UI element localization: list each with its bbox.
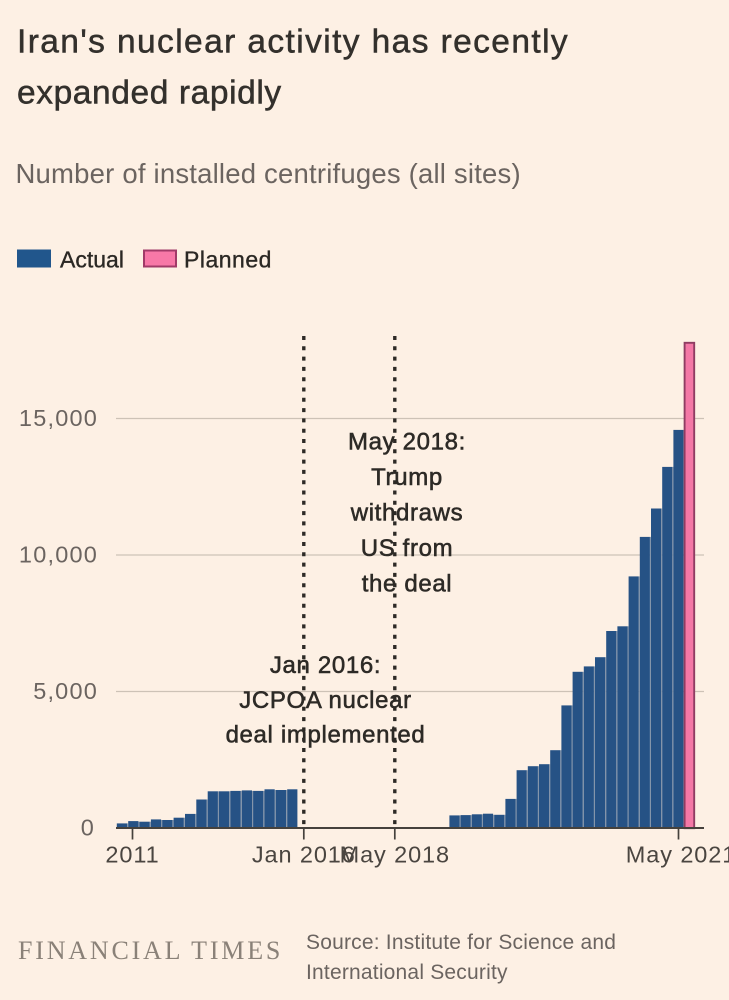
svg-text:Planned: Planned (184, 247, 272, 273)
svg-text:0: 0 (81, 815, 95, 841)
svg-text:Trump: Trump (371, 464, 443, 491)
svg-text:deal implemented: deal implemented (226, 722, 426, 749)
svg-text:withdraws: withdraws (350, 500, 464, 527)
svg-text:Iran's nuclear activity has re: Iran's nuclear activity has recently (17, 24, 569, 61)
svg-text:Source: Institute for Science: Source: Institute for Science and (306, 931, 616, 954)
svg-text:US from: US from (361, 535, 454, 562)
svg-text:May 2021: May 2021 (626, 842, 729, 868)
svg-text:May 2018: May 2018 (340, 842, 450, 868)
svg-text:10,000: 10,000 (19, 542, 98, 568)
svg-text:2011: 2011 (105, 842, 159, 868)
svg-text:International Security: International Security (306, 961, 508, 984)
svg-text:Jan 2016:: Jan 2016: (270, 652, 381, 679)
svg-text:FINANCIAL TIMES: FINANCIAL TIMES (18, 936, 283, 965)
svg-text:Jan 2016: Jan 2016 (252, 842, 356, 868)
svg-text:Number of installed centrifuge: Number of installed centrifuges (all sit… (16, 158, 521, 189)
svg-text:5,000: 5,000 (33, 678, 98, 704)
svg-text:the deal: the deal (362, 571, 453, 598)
svg-text:expanded rapidly: expanded rapidly (17, 75, 282, 112)
svg-text:JCPOA nuclear: JCPOA nuclear (239, 687, 412, 714)
svg-text:Actual: Actual (60, 247, 124, 273)
svg-text:May 2018:: May 2018: (348, 429, 466, 456)
svg-text:15,000: 15,000 (19, 405, 98, 431)
